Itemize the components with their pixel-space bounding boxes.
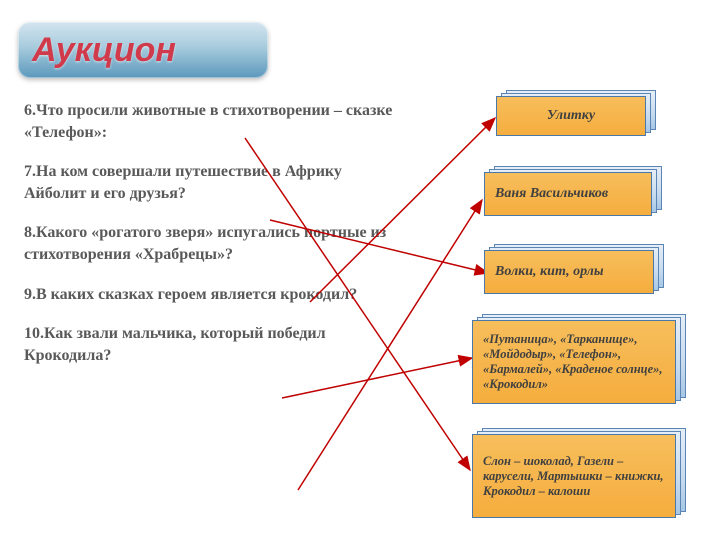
title-text: Аукцион [32,31,176,70]
answer-card: Ваня Васильчиков [484,172,652,216]
answer-card: Улитку [496,96,646,136]
question-item: 7.На ком совершали путешествие в Африку … [24,161,404,204]
answer-label: Ваня Васильчиков [495,186,608,203]
answer-label: Улитку [547,108,595,125]
answer-label: Волки, кит, орлы [495,264,604,281]
answer-label: Слон – шоколад, Газели – карусели, Марты… [483,454,665,499]
answer-card: «Путаница», «Тарканище», «Мойдодыр», «Те… [472,320,676,404]
title-pill: Аукцион [18,22,268,78]
answer-card: Волки, кит, орлы [484,250,654,294]
question-item: 8.Какого «рогатого зверя» испугались пор… [24,222,404,265]
question-list: 6.Что просили животные в стихотворении –… [24,100,404,384]
question-item: 9.В каких сказках героем является крокод… [24,284,404,306]
question-item: 6.Что просили животные в стихотворении –… [24,100,404,143]
answer-card: Слон – шоколад, Газели – карусели, Марты… [472,434,676,518]
answer-label: «Путаница», «Тарканище», «Мойдодыр», «Те… [483,332,665,392]
question-item: 10.Как звали мальчика, который победил К… [24,323,404,366]
